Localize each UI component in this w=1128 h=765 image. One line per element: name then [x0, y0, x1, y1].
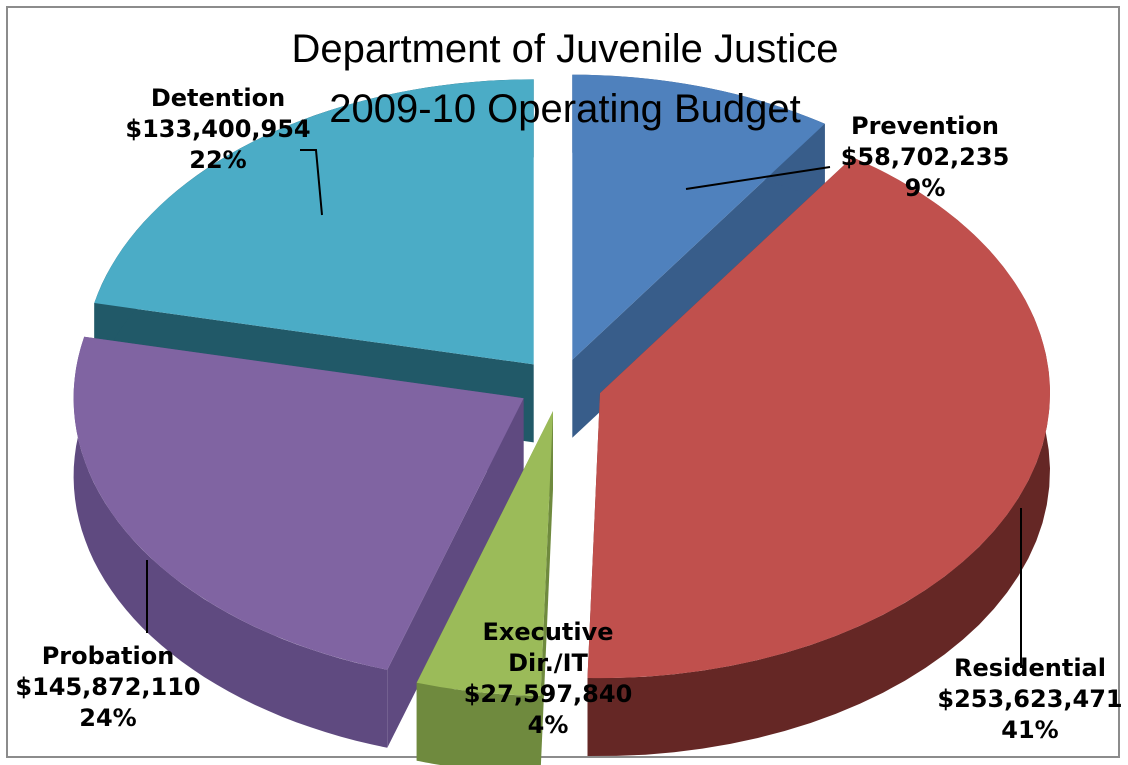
- data-label-detention: Detention $133,400,954 22%: [125, 84, 310, 174]
- category-label: Dir./IT: [508, 649, 588, 677]
- percent-label: 22%: [189, 146, 246, 174]
- leader-line-prevention: [685, 166, 831, 190]
- slice-residential: [587, 157, 1051, 679]
- chart-title-line-1: Department of Juvenile Justice: [292, 27, 839, 71]
- leader-line-detention: [300, 149, 323, 216]
- value-label: $145,872,110: [15, 673, 200, 701]
- chart-title-line-2: 2009-10 Operating Budget: [329, 87, 800, 131]
- category-label: Executive: [482, 618, 613, 646]
- leader-lines: [146, 149, 1022, 668]
- data-label-residential: Residential $253,623,471 41%: [937, 654, 1122, 744]
- percent-label: 4%: [528, 711, 569, 739]
- category-label: Prevention: [851, 112, 999, 140]
- data-label-prevention: Prevention $58,702,235 9%: [841, 112, 1010, 202]
- percent-label: 9%: [905, 174, 946, 202]
- slice-executive-dir-it: [416, 411, 553, 696]
- data-label-executive-dir-it: Executive Dir./IT $27,597,840 4%: [464, 618, 633, 739]
- percent-label: 41%: [1001, 716, 1058, 744]
- category-label: Probation: [42, 642, 175, 670]
- slice-detention: [94, 79, 534, 365]
- value-label: $27,597,840: [464, 680, 633, 708]
- slice-tops: [73, 74, 1051, 696]
- slice-probation: [73, 336, 524, 670]
- data-labels: Prevention $58,702,235 9% Residential $253,6…: [15, 84, 1122, 744]
- category-label: Residential: [954, 654, 1106, 682]
- value-label: $253,623,471: [937, 685, 1122, 713]
- value-label: $58,702,235: [841, 143, 1010, 171]
- category-label: Detention: [151, 84, 285, 112]
- value-label: $133,400,954: [125, 115, 310, 143]
- data-label-probation: Probation $145,872,110 24%: [15, 642, 200, 732]
- percent-label: 24%: [79, 704, 136, 732]
- slice-prevention: [572, 74, 825, 360]
